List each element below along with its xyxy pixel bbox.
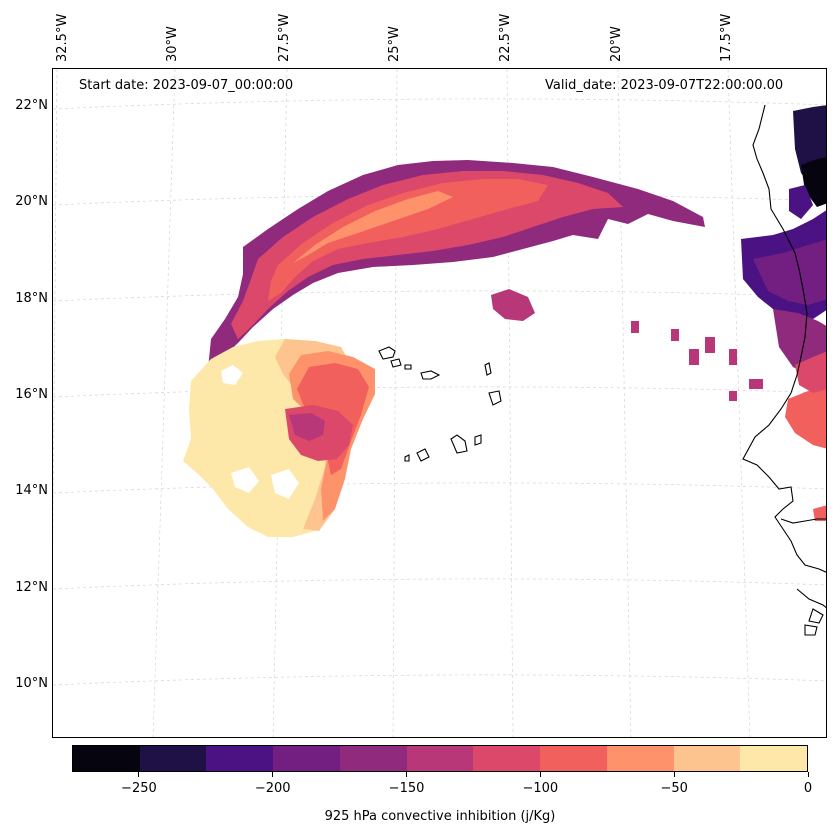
island-coastline bbox=[404, 364, 412, 370]
africa-coastline bbox=[796, 588, 826, 609]
cin-contours bbox=[183, 105, 826, 537]
colorbar-tick-label: −100 bbox=[522, 781, 559, 796]
colorbar-tick-label: −150 bbox=[388, 781, 425, 796]
colorbar-swatch bbox=[540, 746, 607, 771]
island-coastline bbox=[450, 434, 468, 454]
colorbar-title: 925 hPa convective inhibition (j/Kg) bbox=[324, 809, 556, 824]
island-coastline bbox=[378, 346, 396, 360]
contour-fill bbox=[801, 157, 826, 207]
map-canvas bbox=[53, 69, 826, 737]
island-coastline bbox=[474, 434, 482, 446]
lon-label: 27.5°W bbox=[277, 13, 292, 62]
grid-line-lat bbox=[53, 578, 826, 590]
colorbar-swatch bbox=[273, 746, 340, 771]
grid-line-lon bbox=[506, 69, 514, 737]
contour-fill bbox=[671, 329, 679, 341]
graticule bbox=[53, 69, 826, 737]
contour-fill bbox=[491, 289, 535, 321]
colorbar-tick bbox=[807, 772, 809, 777]
africa-coastline bbox=[780, 518, 826, 524]
colorbar-swatch bbox=[673, 746, 741, 771]
island-coastline bbox=[416, 448, 430, 462]
island-coastline bbox=[804, 624, 818, 636]
contour-hole bbox=[271, 469, 299, 499]
contour-fill bbox=[268, 179, 548, 301]
grid-line-lon bbox=[617, 69, 632, 737]
grid-line-lon bbox=[392, 69, 398, 737]
contour-hole bbox=[231, 467, 259, 493]
colorbar-tick-label: −250 bbox=[121, 781, 157, 796]
contour-fill bbox=[729, 349, 737, 365]
lon-label: 25°W bbox=[387, 26, 402, 62]
grid-line-lon bbox=[727, 69, 751, 737]
colorbar-tick bbox=[138, 772, 140, 777]
colorbar-swatch bbox=[139, 746, 207, 771]
colorbar-tick bbox=[406, 772, 408, 777]
lat-label: 12°N bbox=[15, 580, 48, 595]
africa-coastline bbox=[742, 104, 826, 573]
island-coastline bbox=[488, 390, 502, 406]
contour-fill bbox=[795, 351, 826, 393]
contour-fill bbox=[753, 239, 826, 305]
start-date-label: Start date: 2023-09-07_00:00:00 bbox=[79, 78, 294, 93]
island-coastline bbox=[390, 358, 402, 368]
contour-fill bbox=[785, 385, 826, 449]
map-panel bbox=[52, 68, 827, 738]
contour-fill bbox=[231, 171, 623, 339]
contour-fill bbox=[689, 349, 699, 365]
grid-line-lon bbox=[152, 69, 176, 737]
colorbar-swatch bbox=[473, 746, 541, 771]
contour-fill bbox=[813, 505, 826, 521]
contour-fill bbox=[705, 337, 715, 353]
colorbar-tick-label: 0 bbox=[803, 781, 813, 796]
contour-fill bbox=[729, 391, 737, 401]
contour-fill bbox=[789, 185, 813, 219]
contour-fill bbox=[631, 321, 639, 333]
lat-label: 18°N bbox=[15, 291, 48, 306]
island-coastline bbox=[420, 370, 441, 380]
lat-label: 22°N bbox=[15, 98, 48, 113]
colorbar-tick-label: −50 bbox=[660, 781, 688, 796]
colorbar-swatch bbox=[606, 746, 674, 771]
lon-label: 22.5°W bbox=[498, 13, 513, 62]
grid-line-lat bbox=[53, 386, 826, 398]
colorbar-tick bbox=[673, 772, 675, 777]
grid-line-lon bbox=[53, 69, 58, 555]
lon-label: 30°W bbox=[165, 26, 180, 62]
grid-line-lat bbox=[53, 290, 826, 302]
colorbar-tick bbox=[539, 772, 541, 777]
contour-fill bbox=[749, 379, 763, 389]
colorbar-swatch bbox=[740, 746, 808, 771]
island-coastline bbox=[808, 608, 824, 624]
lat-label: 20°N bbox=[15, 194, 48, 209]
lon-label: 32.5°W bbox=[55, 13, 70, 62]
lat-label: 16°N bbox=[15, 387, 48, 402]
valid-date-label: Valid_date: 2023-09-07T22:00:00.00 bbox=[545, 78, 784, 93]
grid-line-lat bbox=[53, 674, 826, 686]
lon-label: 17.5°W bbox=[719, 13, 734, 62]
grid-line-lat bbox=[53, 482, 826, 494]
contour-fill bbox=[293, 191, 453, 263]
grid-line-lat bbox=[53, 98, 826, 110]
colorbar-swatch bbox=[339, 746, 407, 771]
colorbar-swatch bbox=[206, 746, 274, 771]
contour-hole bbox=[221, 365, 243, 385]
lat-label: 10°N bbox=[15, 676, 48, 691]
island-coastline bbox=[404, 454, 410, 462]
colorbar-swatch bbox=[73, 746, 140, 771]
colorbar bbox=[72, 745, 808, 772]
colorbar-tick-label: −200 bbox=[254, 781, 291, 796]
colorbar-tick bbox=[272, 772, 274, 777]
colorbar-swatch bbox=[406, 746, 474, 771]
island-coastline bbox=[484, 362, 492, 376]
coastlines bbox=[378, 104, 826, 636]
lat-label: 14°N bbox=[15, 483, 48, 498]
lon-label: 20°W bbox=[609, 26, 624, 62]
grid-line-lon bbox=[272, 69, 288, 737]
contour-fill bbox=[289, 413, 325, 441]
